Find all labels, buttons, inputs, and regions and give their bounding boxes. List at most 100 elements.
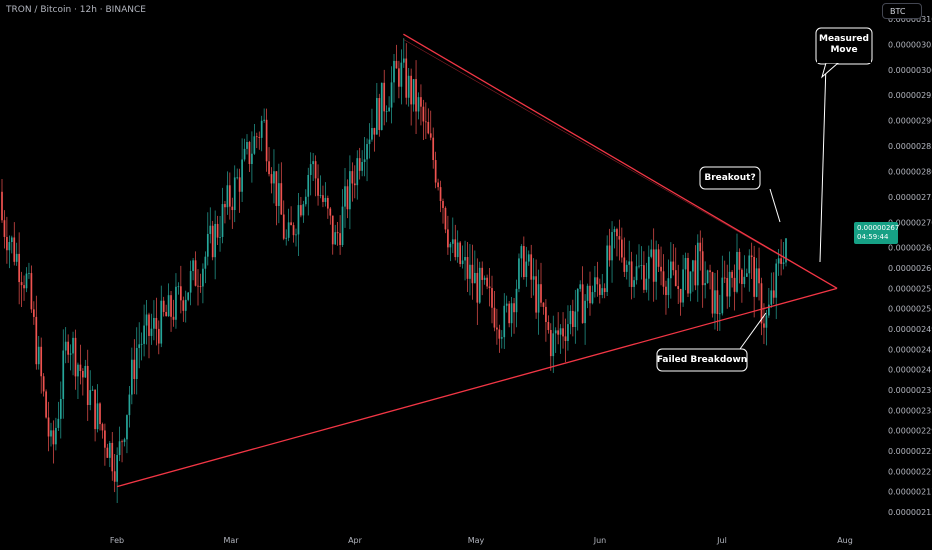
candle (728, 251, 731, 308)
price-tick: 0.00000290 (888, 117, 932, 126)
candle (383, 69, 386, 126)
candle (464, 240, 466, 281)
candle (584, 294, 586, 345)
candle (189, 260, 192, 306)
candle (79, 344, 82, 385)
candle (15, 242, 18, 266)
price-axis: 0.00000310 0.00000305 0.00000300 0.00000295… (888, 15, 932, 517)
candle (398, 60, 400, 99)
candle (645, 262, 648, 293)
candle (366, 138, 368, 182)
price-tick: 0.00000300 (888, 66, 932, 75)
candle (412, 79, 415, 112)
candle (295, 228, 297, 247)
candle (177, 282, 180, 295)
candle (628, 240, 631, 287)
candle (324, 182, 327, 207)
candle (197, 269, 199, 306)
candle (187, 291, 190, 302)
candle (388, 96, 390, 112)
candle (89, 370, 92, 411)
candle (687, 252, 689, 297)
candle (28, 262, 30, 279)
candle (194, 251, 197, 287)
candle (684, 252, 687, 291)
candle (466, 241, 469, 293)
candle (246, 134, 248, 155)
candle (84, 359, 87, 378)
candle (400, 49, 403, 105)
candle (371, 108, 373, 142)
candle (503, 293, 506, 349)
candle (726, 264, 729, 309)
candle (535, 259, 537, 319)
currency-button[interactable]: BTC (882, 3, 922, 19)
candle (150, 313, 153, 345)
candle (339, 215, 341, 255)
candle (530, 244, 533, 299)
candle (618, 219, 621, 261)
candle (67, 334, 69, 363)
time-tick: Aug (837, 536, 853, 545)
candle (214, 210, 216, 280)
callout-text: Measured (819, 34, 869, 44)
candle (160, 285, 163, 348)
candle (8, 235, 11, 269)
time-tick: Mar (223, 536, 239, 545)
price-tick: 0.00000275 (888, 193, 932, 202)
symbol-title[interactable]: TRON / Bitcoin · 12h · BINANCE (6, 5, 146, 15)
candle (133, 339, 136, 395)
candle (204, 251, 207, 284)
candle (547, 315, 550, 334)
callout-pointer (739, 312, 767, 350)
candle (209, 207, 212, 244)
candle (241, 138, 243, 203)
candle (420, 84, 422, 126)
trendline-inner (403, 39, 838, 289)
candle (363, 137, 366, 177)
trendline-lower[interactable] (116, 287, 838, 488)
candle (331, 215, 334, 255)
price-tick: 0.00000229 (888, 427, 932, 436)
callout[interactable]: Breakout? (699, 166, 781, 223)
price-tick: 0.00000280 (888, 167, 932, 176)
candle (770, 272, 773, 308)
candle (253, 123, 256, 155)
candle (275, 171, 278, 226)
callout-box (656, 348, 748, 372)
candle (537, 269, 540, 335)
candle (640, 246, 643, 280)
candle (498, 324, 501, 353)
candle (72, 331, 74, 376)
candle (118, 426, 121, 462)
candle (162, 296, 165, 317)
candle (373, 127, 376, 152)
candle (243, 138, 246, 162)
candle (341, 189, 344, 247)
candle (258, 131, 261, 150)
candle (672, 243, 675, 276)
candle (437, 178, 439, 191)
trendline-upper[interactable] (403, 33, 838, 289)
candle (643, 251, 645, 294)
callout[interactable]: Failed Breakdown (656, 312, 767, 372)
candle (755, 257, 758, 298)
candle (285, 229, 288, 246)
candle (224, 201, 226, 224)
candle (569, 305, 572, 335)
candle (33, 301, 35, 325)
candle (415, 60, 417, 134)
candle (772, 272, 775, 304)
candle (20, 271, 23, 307)
price-tick: 0.00000225 (888, 447, 932, 456)
callout-box (699, 166, 761, 190)
candle (206, 212, 209, 266)
candle (221, 187, 224, 244)
candle (282, 200, 285, 241)
candle (763, 303, 765, 345)
callout-pointer (769, 188, 781, 223)
callout-box (815, 27, 873, 65)
candle (616, 227, 618, 257)
